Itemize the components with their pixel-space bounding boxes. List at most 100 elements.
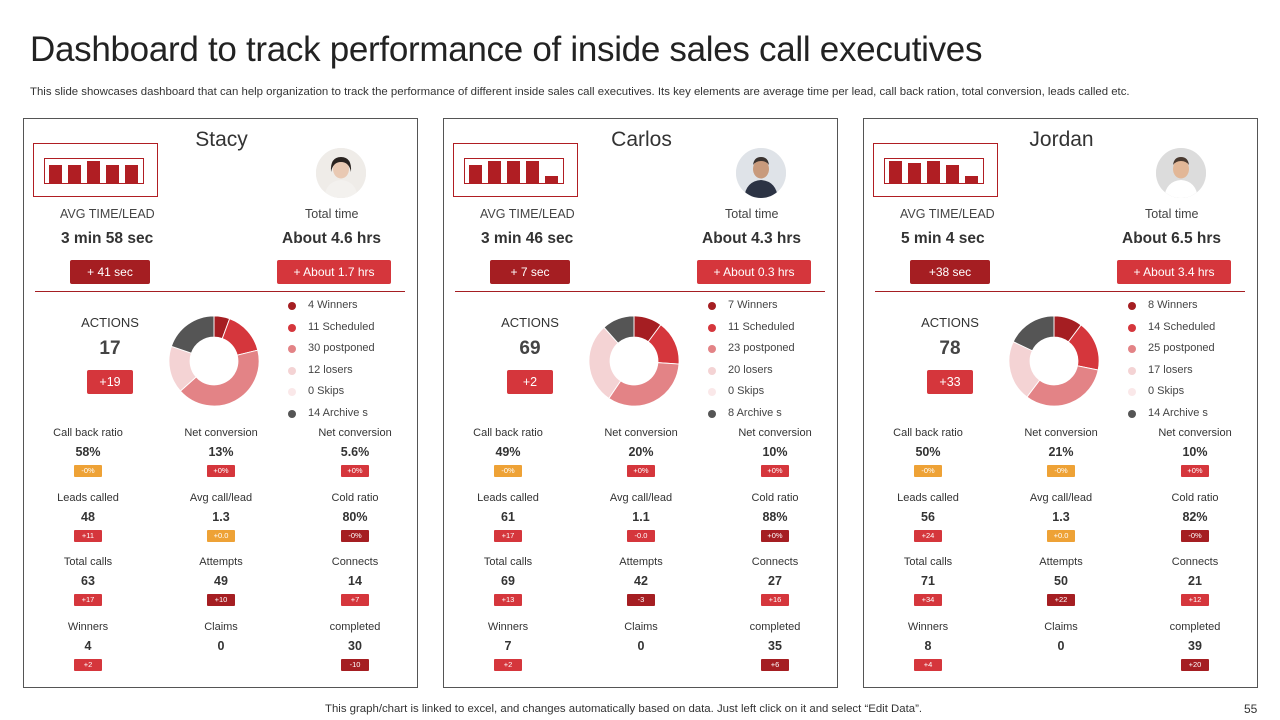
metric-value: 50% [915,445,941,459]
metric-value: 48 [81,510,95,524]
metric-card: Total calls 63 +17 [28,556,148,607]
metric-card: Avg call/lead 1.3 +0.0 [161,492,281,543]
actions-delta: +33 [927,370,973,394]
metric-delta-badge: +22 [1047,594,1075,606]
metric-card: Connects 14 +7 [295,556,415,607]
metric-value: 0 [637,639,645,653]
metric-delta-badge: +2 [494,659,522,671]
metric-label: Connects [331,556,379,568]
metric-card: Attempts 50 +22 [1001,556,1121,607]
metric-label: Cold ratio [1171,492,1219,504]
total-time-delta: + About 3.4 hrs [1117,260,1231,284]
legend-dot [1128,388,1136,396]
legend-dot [288,409,296,418]
total-time-delta: + About 1.7 hrs [277,260,391,284]
mini-bar [68,165,81,183]
mini-bar-chart-frame [44,158,144,184]
metric-card: Winners 7 +2 [448,621,568,672]
actions-donut-chart [1008,315,1100,407]
metric-label: Winners [907,621,949,633]
metric-value: 10% [762,445,788,459]
metric-label: Avg call/lead [189,492,253,504]
mini-bar [469,165,482,183]
metric-value: 69 [501,574,515,588]
metric-card: Total calls 69 +13 [448,556,568,607]
executive-name: Carlos [611,128,672,151]
legend-label: 30 postponed [308,342,375,354]
metric-card: Claims 0 [1001,621,1121,654]
metric-value: 4 [84,639,92,653]
metric-label: Net conversion [604,427,678,439]
page-subtitle: This slide showcases dashboard that can … [30,86,1130,98]
metric-delta-badge: -0% [74,465,102,477]
metric-label: Cold ratio [751,492,799,504]
metric-delta-badge: +0.0 [1047,530,1075,542]
metric-value: 1.1 [632,510,650,524]
actions-donut-chart [168,315,260,407]
mini-bar [106,165,119,183]
metric-card: completed 30 -10 [295,621,415,672]
metric-delta-badge: -0% [494,465,522,477]
legend-label: 23 postponed [728,342,795,354]
legend-dot [288,366,296,375]
metric-card: Net conversion 5.6% +0% [295,427,415,478]
total-time-label: Total time [1145,207,1199,221]
actions-value: 17 [99,338,121,359]
actions-delta: +19 [87,370,133,394]
mini-bar [965,176,978,183]
metric-delta-badge: +4 [914,659,942,671]
metric-delta-badge: +17 [74,594,102,606]
metric-label: Cold ratio [331,492,379,504]
avg-time-label: AVG TIME/LEAD [900,207,995,221]
metric-card: Net conversion 20% +0% [581,427,701,478]
metric-label: Avg call/lead [609,492,673,504]
avatar [736,148,786,198]
metric-label: Attempts [619,556,663,568]
legend-dot [1128,409,1136,418]
metric-value: 10% [1182,445,1208,459]
metric-delta-badge: -0.0 [627,530,655,542]
total-time-delta: + About 0.3 hrs [697,260,811,284]
legend-dot [708,323,716,332]
metric-label: Claims [1044,621,1078,633]
metric-label: Attempts [199,556,243,568]
metric-label: Net conversion [1024,427,1098,439]
metric-label: Net conversion [1158,427,1232,439]
mini-bar [49,165,62,183]
legend-label: 11 Scheduled [728,320,795,333]
avg-time-delta: +38 sec [910,260,990,284]
metric-card: Avg call/lead 1.1 -0.0 [581,492,701,543]
metric-value: 21 [1188,574,1202,588]
avg-time-label: AVG TIME/LEAD [60,207,155,221]
executive-panel: Stacy AVG TIME/LEAD Total time 3 min 58 sec… [23,118,418,688]
legend-label: 11 Scheduled [308,320,375,333]
legend-dot [1128,302,1136,310]
metric-value: 5.6% [340,445,370,459]
metric-delta-badge: +11 [74,530,102,542]
avg-time-delta: + 7 sec [490,260,570,284]
metric-value: 20% [628,445,654,459]
donut-slice [603,315,635,344]
metric-card: Call back ratio 58% -0% [28,427,148,478]
metric-label: Leads called [477,492,539,504]
legend-label: 4 Winners [308,299,358,311]
metric-delta-badge: +0% [761,530,789,542]
metric-label: Net conversion [318,427,392,439]
donut-slice [179,349,260,407]
metric-label: Claims [624,621,658,633]
mini-bar [908,163,921,183]
legend-label: 25 postponed [1148,342,1215,354]
metric-delta-badge: -0% [1181,530,1209,542]
footer-note: This graph/chart is linked to excel, and… [325,703,923,715]
metric-value: 1.3 [212,510,230,524]
metric-label: Call back ratio [893,427,963,439]
metric-value: 58% [75,445,101,459]
metric-value: 42 [634,574,648,588]
metric-label: Net conversion [184,427,258,439]
metric-delta-badge: +0% [341,465,369,477]
metric-delta-badge: +0% [761,465,789,477]
metric-card: Net conversion 10% +0% [1135,427,1255,478]
mini-bar [927,161,940,183]
legend-label: 14 Archive s [308,406,368,419]
metric-delta-badge: +20 [1181,659,1209,671]
